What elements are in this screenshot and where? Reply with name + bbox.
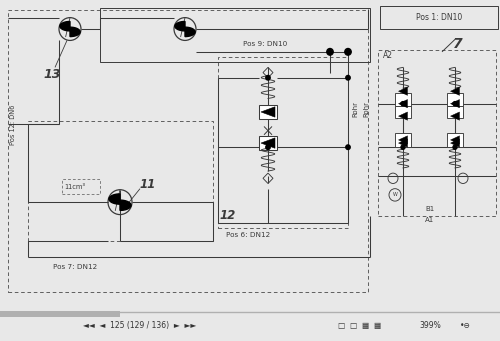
Text: Rohr: Rohr — [352, 101, 358, 117]
Text: 11cm³: 11cm³ — [64, 183, 86, 190]
Text: ◄◄  ◄  125 (129 / 136)  ►  ►►: ◄◄ ◄ 125 (129 / 136) ► ►► — [84, 322, 196, 330]
Polygon shape — [450, 87, 460, 95]
Bar — [218, 57, 348, 228]
Text: Pos 9: DN10: Pos 9: DN10 — [243, 41, 287, 47]
Polygon shape — [450, 100, 460, 108]
Circle shape — [266, 75, 270, 80]
Bar — [447, 133, 463, 147]
Bar — [8, 10, 368, 292]
Polygon shape — [398, 112, 407, 120]
Text: Pos 6: DN12: Pos 6: DN12 — [226, 232, 270, 238]
Text: Pos 12: DN6: Pos 12: DN6 — [10, 104, 16, 145]
Polygon shape — [175, 21, 185, 31]
Bar — [395, 93, 411, 106]
Bar — [380, 6, 498, 29]
Bar — [395, 106, 411, 118]
Text: Pos 7: DN12: Pos 7: DN12 — [53, 265, 97, 270]
Text: 13: 13 — [44, 68, 61, 81]
Bar — [259, 136, 277, 150]
Text: 12: 12 — [220, 209, 236, 222]
Text: B1: B1 — [426, 206, 434, 212]
Circle shape — [266, 145, 270, 149]
Circle shape — [453, 102, 457, 106]
Circle shape — [346, 75, 350, 80]
Text: 11: 11 — [140, 178, 156, 191]
Polygon shape — [109, 194, 120, 204]
Polygon shape — [450, 139, 460, 147]
Text: 399%: 399% — [419, 322, 441, 330]
Polygon shape — [398, 100, 407, 108]
Polygon shape — [398, 87, 407, 95]
Bar — [0, 311, 120, 317]
Text: •⊖: •⊖ — [460, 322, 470, 330]
Bar — [447, 93, 463, 106]
Polygon shape — [450, 136, 460, 144]
Polygon shape — [261, 138, 275, 148]
Circle shape — [345, 48, 351, 55]
Polygon shape — [261, 107, 275, 117]
Circle shape — [401, 145, 405, 149]
Text: W: W — [392, 192, 398, 197]
Text: □  □  ▦  ▦: □ □ ▦ ▦ — [338, 322, 382, 330]
Text: 7: 7 — [453, 36, 463, 50]
Text: Rohr: Rohr — [363, 101, 369, 117]
Circle shape — [327, 48, 333, 55]
Circle shape — [453, 145, 457, 149]
Polygon shape — [450, 112, 460, 120]
Polygon shape — [398, 139, 407, 147]
Text: A2: A2 — [383, 51, 393, 60]
Polygon shape — [60, 21, 70, 31]
Bar — [395, 133, 411, 147]
Polygon shape — [185, 27, 195, 36]
Circle shape — [346, 145, 350, 149]
Bar — [62, 179, 100, 194]
Bar — [259, 105, 277, 119]
Circle shape — [401, 102, 405, 106]
Polygon shape — [120, 200, 131, 210]
Polygon shape — [398, 136, 407, 144]
Polygon shape — [70, 27, 80, 36]
Bar — [447, 106, 463, 118]
Text: Pos 1: DN10: Pos 1: DN10 — [416, 13, 462, 22]
Bar — [378, 50, 496, 216]
Bar — [100, 8, 370, 62]
Text: A1: A1 — [426, 217, 434, 223]
Bar — [28, 121, 213, 240]
